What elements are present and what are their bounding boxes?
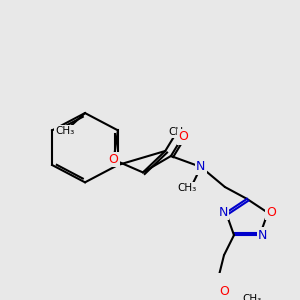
Text: N: N xyxy=(258,229,268,242)
Text: O: O xyxy=(109,153,118,166)
Text: N: N xyxy=(196,160,206,173)
Text: O: O xyxy=(178,130,188,143)
Text: CH₃: CH₃ xyxy=(177,183,196,193)
Text: CH₃: CH₃ xyxy=(56,126,75,136)
Text: N: N xyxy=(218,206,228,219)
Text: O: O xyxy=(219,285,229,298)
Text: CH₃: CH₃ xyxy=(169,127,188,137)
Text: CH₃: CH₃ xyxy=(242,294,262,300)
Text: O: O xyxy=(266,206,276,219)
